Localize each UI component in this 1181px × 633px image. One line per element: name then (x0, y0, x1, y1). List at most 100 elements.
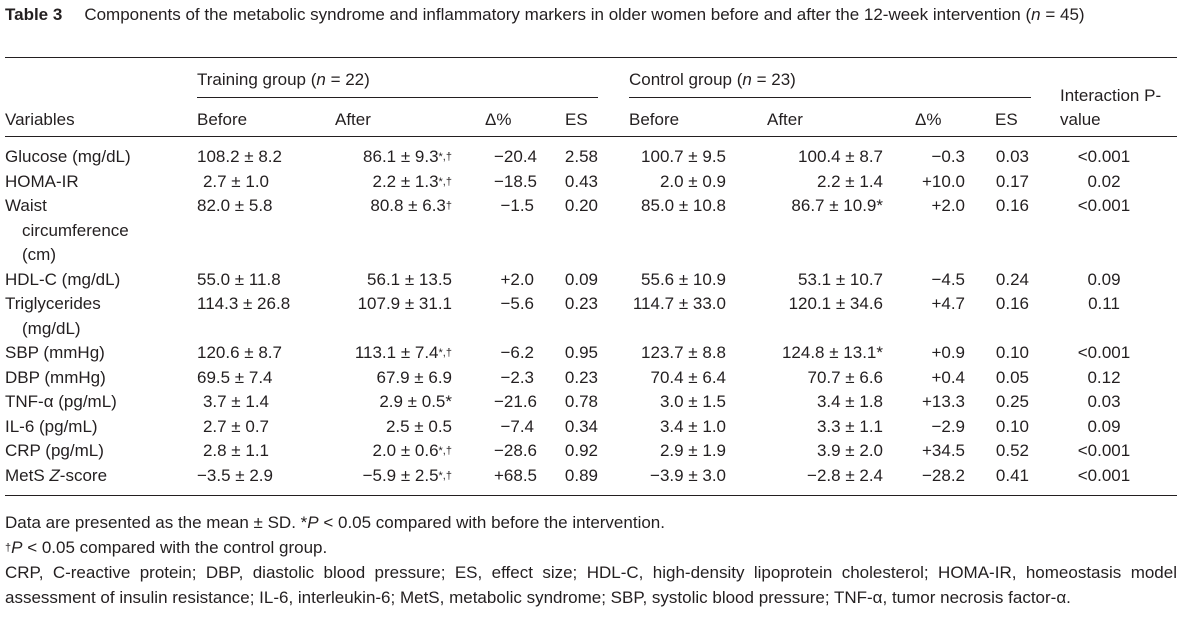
control-delta-cell: +4.7 (931, 294, 965, 313)
control-before-cell: 100.7 ± 9.5 (641, 147, 726, 166)
control-delta-cell: +0.9 (931, 343, 965, 362)
control-before-cell: 85.0 ± 10.8 (641, 196, 726, 215)
control-after-cell: −2.8 ± 2.4 (807, 465, 883, 485)
top-rule (5, 57, 1177, 58)
training-after-cell: 113.1 ± 7.4*,† (354, 343, 452, 362)
control-delta-cell: −28.2 (921, 465, 965, 485)
control-after-header: After (767, 110, 803, 129)
control-before-cell: 123.7 ± 8.8 (641, 343, 726, 362)
control-es-header: ES (995, 110, 1018, 129)
variable-name: IL-6 (pg/mL) (5, 416, 98, 436)
control-es-cell: 0.16 (995, 294, 1029, 313)
control-es-cell: 0.24 (995, 269, 1029, 289)
training-after-cell: 2.2 ± 1.3*,† (372, 171, 452, 191)
training-after-cell: 107.9 ± 31.1 (357, 294, 452, 313)
variable-name: HOMA-IR (5, 171, 79, 191)
control-before-cell: 114.7 ± 33.0 (632, 294, 726, 313)
training-es-cell: 0.92 (564, 441, 598, 460)
variable-name: Waist circumference (cm) (5, 196, 129, 264)
interaction-p-cell: 0.12 (1087, 367, 1121, 387)
training-es-cell: 0.23 (564, 294, 598, 313)
variable-name: DBP (mmHg) (5, 367, 106, 387)
control-es-cell: 0.25 (995, 392, 1029, 411)
training-after-cell: −5.9 ± 2.5*,† (362, 465, 452, 485)
control-es-cell: 0.52 (995, 441, 1029, 460)
training-before-cell: 69.5 ± 7.4 (197, 367, 273, 387)
training-delta-cell: −28.6 (494, 441, 538, 460)
training-after-cell: 67.9 ± 6.9 (376, 367, 453, 387)
control-before-cell: 2.9 ± 1.9 (659, 441, 726, 460)
training-before-header: Before (197, 110, 248, 129)
training-es-cell: 0.34 (564, 416, 598, 436)
control-delta-cell: +2.0 (931, 196, 965, 215)
training-es-cell: 0.78 (564, 392, 598, 411)
interaction-p-cell: <0.001 (1077, 343, 1131, 362)
training-delta-cell: −1.5 (500, 196, 534, 215)
control-delta-cell: +34.5 (921, 441, 965, 460)
table-label: Table 3 (5, 5, 63, 24)
training-after-header: After (335, 110, 371, 129)
training-delta-cell: −21.6 (494, 392, 538, 411)
caption-n: n (1031, 5, 1041, 24)
variable-name: Glucose (mg/dL) (5, 147, 131, 166)
control-es-cell: 0.17 (995, 171, 1029, 191)
training-es-cell: 0.95 (564, 343, 598, 362)
control-es-cell: 0.41 (995, 465, 1029, 485)
footnote-2: †P < 0.05 compared with the control grou… (5, 538, 328, 557)
training-es-cell: 0.43 (564, 171, 598, 191)
interaction-p-header: Interaction P-value (1060, 86, 1162, 129)
interaction-p-cell: 0.11 (1088, 294, 1120, 313)
control-group-header: Control group (n = 23) (629, 70, 796, 89)
training-before-cell: 2.8 ± 1.1 (202, 441, 269, 460)
table-caption: Table 3 Components of the metabolic syndr… (5, 3, 1177, 27)
control-after-cell: 3.4 ± 1.8 (816, 392, 883, 411)
training-delta-cell: −7.4 (500, 416, 534, 436)
control-before-cell: 3.4 ± 1.0 (659, 416, 726, 436)
control-group-rule (629, 97, 1031, 98)
training-delta-cell: +2.0 (500, 269, 534, 289)
training-after-cell: 2.9 ± 0.5* (379, 392, 452, 411)
control-delta-header: Δ% (915, 110, 942, 129)
training-before-cell: −3.5 ± 2.9 (197, 465, 273, 485)
footnote-abbreviations: CRP, C-reactive protein; DBP, diastolic … (5, 563, 1177, 607)
training-before-cell: 120.6 ± 8.7 (197, 343, 282, 362)
control-es-cell: 0.10 (995, 343, 1029, 362)
training-es-cell: 2.58 (564, 147, 598, 166)
control-after-cell: 120.1 ± 34.6 (788, 294, 883, 313)
training-before-cell: 55.0 ± 11.8 (197, 269, 281, 289)
training-delta-cell: −2.3 (500, 367, 534, 387)
training-after-cell: 86.1 ± 9.3*,† (363, 147, 452, 166)
variable-name: CRP (pg/mL) (5, 441, 104, 460)
interaction-p-cell: <0.001 (1077, 147, 1131, 166)
control-after-cell: 100.4 ± 8.7 (798, 147, 883, 166)
control-es-cell: 0.16 (995, 196, 1029, 215)
control-delta-cell: +10.0 (921, 171, 965, 191)
control-before-cell: 3.0 ± 1.5 (659, 392, 726, 411)
variables-header: Variables (5, 110, 75, 129)
training-before-cell: 114.3 ± 26.8 (197, 294, 291, 313)
training-before-cell: 2.7 ± 1.0 (202, 171, 269, 191)
training-after-cell: 2.0 ± 0.6*,† (372, 441, 452, 460)
control-before-cell: −3.9 ± 3.0 (650, 465, 726, 485)
control-after-cell: 70.7 ± 6.6 (807, 367, 884, 387)
training-delta-header: Δ% (485, 110, 512, 129)
control-delta-cell: −2.9 (931, 416, 965, 436)
interaction-p-cell: <0.001 (1077, 196, 1131, 215)
interaction-p-cell: <0.001 (1077, 465, 1131, 485)
training-before-cell: 108.2 ± 8.2 (197, 147, 282, 166)
footnote-1: Data are presented as the mean ± SD. *P … (5, 513, 665, 532)
control-before-cell: 2.0 ± 0.9 (659, 171, 726, 191)
control-before-header: Before (629, 110, 680, 129)
training-es-cell: 0.23 (564, 367, 598, 387)
training-before-cell: 82.0 ± 5.8 (197, 196, 273, 215)
control-delta-cell: −0.3 (931, 147, 965, 166)
training-after-cell: 56.1 ± 13.5 (367, 269, 452, 289)
training-after-cell: 2.5 ± 0.5 (385, 416, 452, 436)
control-es-cell: 0.10 (995, 416, 1029, 436)
training-delta-cell: −6.2 (500, 343, 534, 362)
control-after-cell: 3.3 ± 1.1 (816, 416, 883, 436)
variable-name: MetS Z-score (5, 465, 108, 485)
variable-name: TNF-α (pg/mL) (5, 392, 117, 411)
training-es-cell: 0.09 (564, 269, 598, 289)
training-delta-cell: −5.6 (500, 294, 534, 313)
